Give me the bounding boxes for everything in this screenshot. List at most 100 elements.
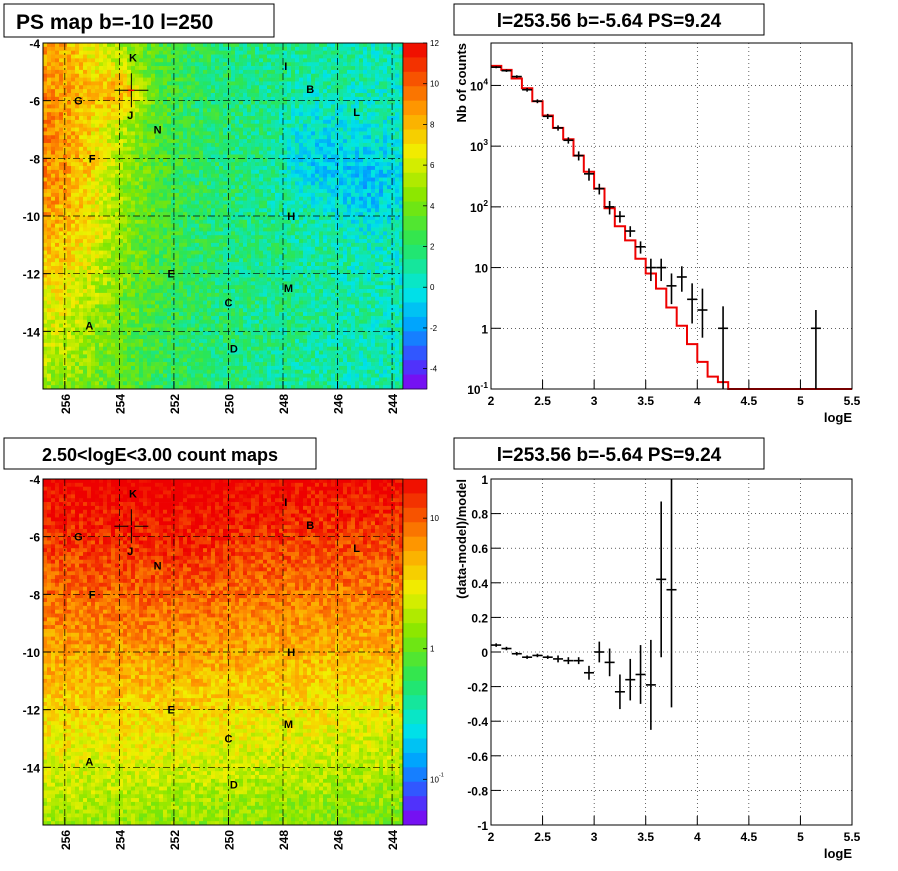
heatmap-cell bbox=[179, 108, 183, 112]
heatmap-cell bbox=[191, 216, 195, 220]
heatmap-cell bbox=[155, 231, 159, 235]
heatmap-cell bbox=[107, 55, 111, 59]
heatmap-cell bbox=[111, 162, 115, 166]
heatmap-cell bbox=[131, 231, 135, 235]
heatmap-cell bbox=[251, 216, 255, 220]
heatmap-cell bbox=[179, 216, 183, 220]
heatmap-cell bbox=[147, 377, 151, 381]
heatmap-cell bbox=[115, 231, 119, 235]
heatmap-cell bbox=[211, 74, 215, 78]
heatmap-cell bbox=[79, 297, 83, 301]
heatmap-cell bbox=[171, 66, 175, 70]
heatmap-cell bbox=[139, 301, 143, 305]
heatmap-cell bbox=[187, 143, 191, 147]
heatmap-cell bbox=[147, 293, 151, 297]
heatmap-cell bbox=[255, 362, 259, 366]
heatmap-cell bbox=[79, 320, 83, 324]
heatmap-cell bbox=[163, 108, 167, 112]
heatmap-cell bbox=[223, 335, 227, 339]
heatmap-cell bbox=[243, 174, 247, 178]
heatmap-cell bbox=[203, 101, 207, 105]
heatmap-cell bbox=[163, 143, 167, 147]
heatmap-cell bbox=[151, 220, 155, 224]
heatmap-cell bbox=[207, 174, 211, 178]
heatmap-cell bbox=[87, 208, 91, 212]
heatmap-cell bbox=[191, 254, 195, 258]
heatmap-cell bbox=[63, 208, 67, 212]
heatmap-cell bbox=[87, 347, 91, 351]
heatmap-cell bbox=[203, 170, 207, 174]
heatmap-cell bbox=[91, 166, 95, 170]
heatmap-cell bbox=[131, 331, 135, 335]
heatmap-cell bbox=[143, 174, 147, 178]
heatmap-cell bbox=[243, 362, 247, 366]
heatmap-cell bbox=[203, 347, 207, 351]
heatmap-cell bbox=[227, 231, 231, 235]
heatmap-cell bbox=[71, 131, 75, 135]
heatmap-cell bbox=[171, 366, 175, 370]
heatmap-cell bbox=[239, 151, 243, 155]
heatmap-cell bbox=[95, 243, 99, 247]
heatmap-cell bbox=[147, 181, 151, 185]
heatmap-cell bbox=[107, 358, 111, 362]
heatmap-cell bbox=[115, 262, 119, 266]
heatmap-cell bbox=[203, 93, 207, 97]
heatmap-cell bbox=[251, 231, 255, 235]
heatmap-cell bbox=[63, 74, 67, 78]
heatmap-cell bbox=[95, 204, 99, 208]
heatmap-cell bbox=[91, 335, 95, 339]
heatmap-cell bbox=[123, 381, 127, 385]
heatmap-cell bbox=[199, 297, 203, 301]
heatmap-cell bbox=[187, 377, 191, 381]
heatmap-cell bbox=[231, 324, 235, 328]
heatmap-cell bbox=[167, 74, 171, 78]
heatmap-cell bbox=[191, 293, 195, 297]
heatmap-cell bbox=[207, 362, 211, 366]
heatmap-cell bbox=[95, 343, 99, 347]
heatmap-cell bbox=[247, 220, 251, 224]
heatmap-cell bbox=[151, 274, 155, 278]
heatmap-cell bbox=[59, 78, 63, 82]
heatmap-cell bbox=[139, 278, 143, 282]
heatmap-cell bbox=[107, 366, 111, 370]
heatmap-cell bbox=[71, 43, 75, 47]
heatmap-cell bbox=[195, 178, 199, 182]
heatmap-cell bbox=[167, 366, 171, 370]
heatmap-cell bbox=[227, 147, 231, 151]
heatmap-cell bbox=[95, 55, 99, 59]
heatmap-cell bbox=[147, 289, 151, 293]
heatmap-cell bbox=[143, 370, 147, 374]
heatmap-cell bbox=[171, 166, 175, 170]
heatmap-cell bbox=[91, 135, 95, 139]
heatmap-cell bbox=[207, 235, 211, 239]
heatmap-cell bbox=[59, 339, 63, 343]
heatmap-cell bbox=[219, 47, 223, 51]
heatmap-cell bbox=[123, 185, 127, 189]
heatmap-cell bbox=[223, 112, 227, 116]
heatmap-cell bbox=[143, 197, 147, 201]
heatmap-cell bbox=[55, 285, 59, 289]
heatmap-cell bbox=[155, 101, 159, 105]
heatmap-cell bbox=[171, 124, 175, 128]
heatmap-cell bbox=[243, 351, 247, 355]
heatmap-cell bbox=[95, 147, 99, 151]
heatmap-cell bbox=[243, 216, 247, 220]
heatmap-cell bbox=[175, 362, 179, 366]
heatmap-cell bbox=[91, 297, 95, 301]
heatmap-cell bbox=[135, 116, 139, 120]
heatmap-cell bbox=[207, 135, 211, 139]
heatmap-cell bbox=[231, 374, 235, 378]
heatmap-cell bbox=[63, 235, 67, 239]
heatmap-cell bbox=[83, 108, 87, 112]
heatmap-cell bbox=[243, 139, 247, 143]
heatmap-cell bbox=[203, 135, 207, 139]
heatmap-cell bbox=[187, 274, 191, 278]
heatmap-cell bbox=[179, 335, 183, 339]
heatmap-cell bbox=[207, 166, 211, 170]
heatmap-cell bbox=[239, 89, 243, 93]
heatmap-cell bbox=[223, 293, 227, 297]
heatmap-cell bbox=[183, 228, 187, 232]
heatmap-cell bbox=[211, 158, 215, 162]
heatmap-cell bbox=[63, 135, 67, 139]
heatmap-cell bbox=[231, 247, 235, 251]
